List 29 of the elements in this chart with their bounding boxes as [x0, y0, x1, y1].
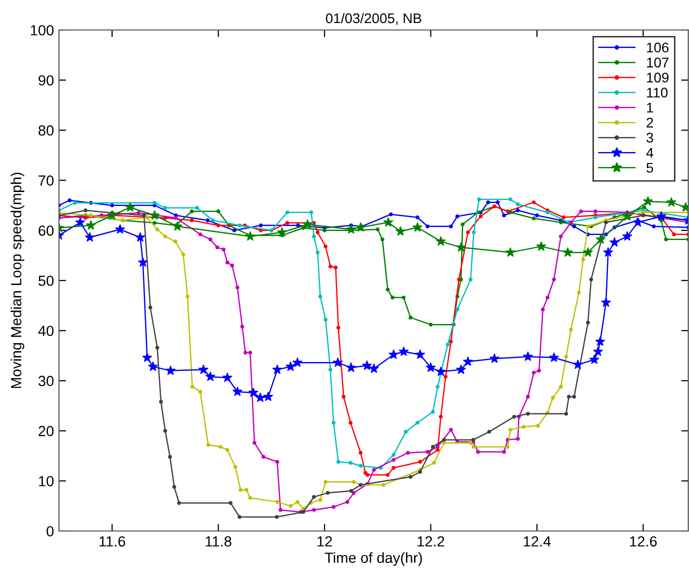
chart-title: 01/03/2005, NB — [326, 12, 422, 25]
x-tick-label: 12.4 — [524, 536, 551, 546]
y-tick-label: 90 — [38, 75, 54, 86]
legend-label: 109 — [647, 72, 668, 82]
legend-label: 4 — [646, 148, 654, 158]
legend-label: 2 — [646, 118, 654, 128]
x-tick-label: 12.6 — [630, 536, 657, 547]
y-tick-label: 100 — [30, 25, 54, 36]
y-tick-label: 30 — [38, 376, 54, 386]
legend-label: 5 — [646, 162, 654, 173]
y-tick-label: 10 — [39, 476, 54, 486]
y-tick-label: 20 — [38, 426, 54, 436]
y-tick-label: 80 — [38, 125, 54, 136]
y-tick-label: 60 — [38, 226, 54, 236]
y-axis-title: Moving Median Loop speed(mph) — [10, 172, 24, 388]
x-tick-label: 12 — [318, 536, 332, 546]
x-tick-label: 11.8 — [206, 536, 232, 547]
legend-label: 110 — [647, 88, 668, 98]
x-tick-label: 11.6 — [100, 536, 126, 547]
legend-label: 1 — [647, 102, 654, 112]
y-tick-label: 40 — [38, 326, 54, 336]
y-tick-label: 70 — [38, 175, 54, 186]
legend-label: 107 — [647, 58, 668, 68]
y-tick-label: 0 — [46, 526, 54, 536]
y-tick-label: 50 — [38, 276, 54, 286]
legend-label: 106 — [647, 42, 669, 52]
x-axis-title: Time of day(hr) — [324, 552, 422, 566]
x-tick-label: 12.2 — [418, 536, 444, 546]
legend-label: 3 — [646, 132, 654, 143]
